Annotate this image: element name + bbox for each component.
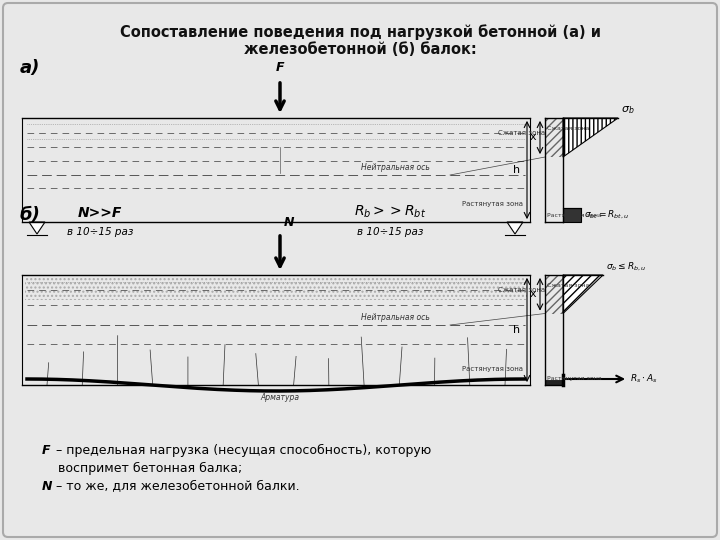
Text: железобетонной (б) балок:: железобетонной (б) балок:: [243, 43, 477, 57]
Text: F: F: [276, 61, 284, 74]
Polygon shape: [563, 118, 618, 157]
Text: – предельная нагрузка (несущая способность), которую: – предельная нагрузка (несущая способнос…: [52, 443, 431, 456]
Text: h: h: [513, 165, 521, 175]
Text: Сжатая зона: Сжатая зона: [498, 130, 545, 136]
Text: Растянутая зона: Растянутая зона: [547, 213, 602, 218]
Text: $R_b>>R_{bt}$: $R_b>>R_{bt}$: [354, 204, 426, 220]
Text: Растянутая зона: Растянутая зона: [547, 376, 602, 381]
Text: в 10÷15 раз: в 10÷15 раз: [67, 227, 133, 237]
Text: x: x: [530, 132, 536, 143]
Text: N>>F: N>>F: [78, 206, 122, 220]
Text: Нейтральная ось: Нейтральная ось: [361, 313, 430, 322]
Text: $\sigma_{bt}=R_{bt,u}$: $\sigma_{bt}=R_{bt,u}$: [584, 209, 629, 221]
Text: Растянутая зона: Растянутая зона: [462, 201, 523, 207]
Text: F: F: [42, 443, 50, 456]
Text: $R_s \cdot A_s$: $R_s \cdot A_s$: [630, 373, 657, 385]
Text: x: x: [530, 289, 536, 299]
Text: Нейтральная ось: Нейтральная ось: [361, 163, 430, 172]
Text: а): а): [20, 59, 40, 77]
Polygon shape: [563, 275, 603, 314]
Text: Сжатая зона: Сжатая зона: [547, 283, 590, 288]
Text: в 10÷15 раз: в 10÷15 раз: [357, 227, 423, 237]
Text: б): б): [20, 206, 41, 224]
Text: h: h: [513, 325, 521, 335]
Text: N: N: [284, 216, 294, 229]
Text: $\sigma_b$: $\sigma_b$: [621, 104, 634, 116]
Bar: [545, 380, 563, 385]
Bar: [563, 208, 581, 222]
Text: N: N: [42, 480, 53, 492]
Text: Растянутая зона: Растянутая зона: [462, 366, 523, 372]
Text: Сжатая зона: Сжатая зона: [498, 287, 545, 293]
Text: – то же, для железобетонной балки.: – то же, для железобетонной балки.: [52, 480, 300, 492]
FancyBboxPatch shape: [3, 3, 717, 537]
Text: Сжатая зона: Сжатая зона: [547, 126, 590, 131]
Text: $\sigma_b \leq R_{b,u}$: $\sigma_b \leq R_{b,u}$: [606, 261, 647, 273]
Text: Арматура: Арматура: [261, 393, 300, 402]
Polygon shape: [507, 222, 523, 234]
Text: воспримет бетонная балка;: воспримет бетонная балка;: [42, 462, 242, 475]
Text: Сопоставление поведения под нагрузкой бетонной (а) и: Сопоставление поведения под нагрузкой бе…: [120, 24, 600, 40]
Polygon shape: [29, 222, 45, 234]
